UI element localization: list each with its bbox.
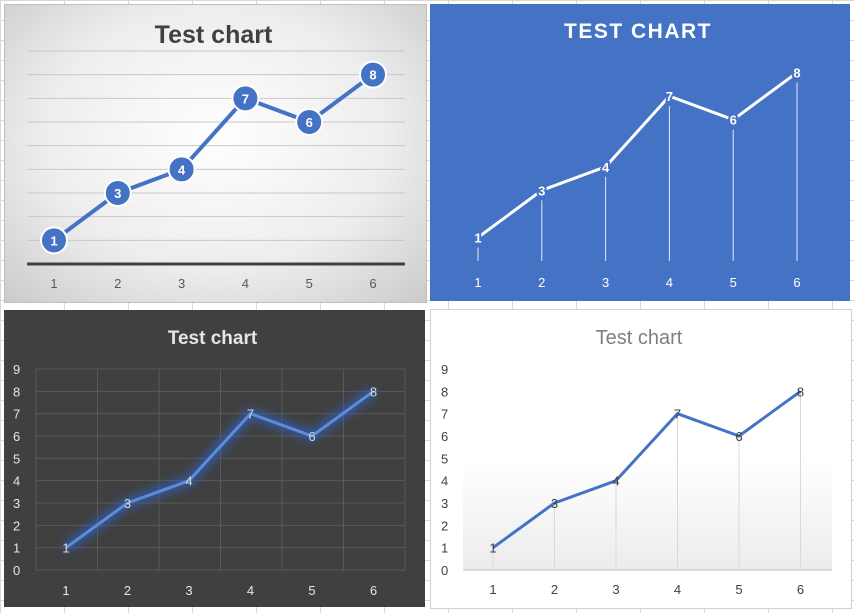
y-tick-label: 4 bbox=[441, 474, 448, 489]
data-label: 3 bbox=[114, 186, 121, 201]
x-tick-label: 5 bbox=[730, 275, 737, 290]
y-tick-label: 0 bbox=[13, 563, 20, 578]
data-label: 7 bbox=[674, 407, 681, 422]
data-label: 3 bbox=[538, 183, 545, 198]
data-point-marker bbox=[295, 108, 324, 136]
y-tick-label: 1 bbox=[441, 541, 448, 556]
y-tick-label: 3 bbox=[441, 496, 448, 511]
data-point-marker bbox=[167, 155, 196, 184]
x-tick-label: 1 bbox=[50, 276, 57, 291]
x-tick-label: 4 bbox=[242, 276, 249, 291]
y-tick-label: 5 bbox=[441, 451, 448, 466]
data-point-marker bbox=[103, 179, 132, 207]
data-label: 4 bbox=[602, 160, 610, 175]
y-tick-label: 7 bbox=[441, 407, 448, 422]
x-tick-label: 5 bbox=[308, 583, 315, 598]
chart-title: TEST CHART bbox=[564, 20, 712, 43]
series-line-glow bbox=[63, 388, 376, 551]
data-label: 1 bbox=[474, 230, 481, 245]
y-tick-label: 6 bbox=[441, 429, 448, 444]
data-label: 1 bbox=[50, 233, 57, 248]
chart-gray-markers: 1 3 4 7 6 8 1 2 3 4 5 6 Test chart bbox=[4, 4, 427, 303]
data-label: 8 bbox=[797, 384, 804, 399]
data-point-marker bbox=[40, 226, 68, 255]
x-tick-label: 4 bbox=[674, 582, 681, 597]
series-line bbox=[492, 390, 802, 549]
data-label: 6 bbox=[735, 429, 742, 444]
x-tick-label: 5 bbox=[735, 582, 742, 597]
x-tick-label: 1 bbox=[62, 583, 69, 598]
data-label: 6 bbox=[730, 113, 737, 128]
chart-white-droplines: 1 3 4 7 6 8 1 2 3 4 5 6 0 1 2 3 4 5 6 7 8 9 Test chart bbox=[430, 309, 852, 609]
chart-2-svg: 1 3 4 7 6 8 1 2 3 4 5 6 TEST CHART bbox=[472, 20, 802, 290]
x-tick-label: 1 bbox=[474, 275, 481, 290]
series-line bbox=[477, 71, 798, 239]
chart-4-svg: 1 3 4 7 6 8 1 2 3 4 5 6 0 1 2 3 4 5 6 7 8 9 Test chart bbox=[441, 327, 832, 597]
y-tick-label: 9 bbox=[13, 362, 20, 377]
y-tick-label: 2 bbox=[441, 518, 448, 533]
x-tick-label: 2 bbox=[114, 276, 121, 291]
data-label: 3 bbox=[124, 496, 131, 511]
chart-1-svg: 1 3 4 7 6 8 1 2 3 4 5 6 Test chart bbox=[27, 21, 405, 291]
y-tick-label: 6 bbox=[13, 429, 20, 444]
data-label: 7 bbox=[242, 91, 249, 106]
x-tick-label: 2 bbox=[551, 582, 558, 597]
y-tick-label: 5 bbox=[13, 451, 20, 466]
x-tick-label: 4 bbox=[666, 275, 673, 290]
data-label: 4 bbox=[185, 474, 192, 489]
y-tick-label: 8 bbox=[441, 384, 448, 399]
chart-title: Test chart bbox=[155, 21, 273, 49]
x-tick-label: 3 bbox=[185, 583, 192, 598]
y-tick-label: 9 bbox=[441, 362, 448, 377]
data-point-marker bbox=[231, 84, 260, 113]
y-tick-label: 4 bbox=[13, 474, 20, 489]
x-tick-label: 6 bbox=[797, 582, 804, 597]
y-tick-label: 1 bbox=[13, 541, 20, 556]
data-label: 3 bbox=[551, 496, 558, 511]
x-tick-label: 6 bbox=[793, 275, 800, 290]
y-tick-label: 7 bbox=[13, 407, 20, 422]
data-label: 1 bbox=[62, 541, 69, 556]
series-line bbox=[52, 73, 375, 242]
data-label: 8 bbox=[793, 66, 800, 81]
data-label: 6 bbox=[306, 115, 313, 130]
data-point-marker bbox=[359, 60, 387, 89]
y-tick-label: 8 bbox=[13, 384, 20, 399]
data-label: 7 bbox=[666, 89, 673, 104]
data-label: 4 bbox=[178, 162, 186, 177]
x-tick-label: 3 bbox=[612, 582, 619, 597]
series-line bbox=[65, 390, 375, 549]
x-tick-label: 2 bbox=[124, 583, 131, 598]
chart-blue-background: 1 3 4 7 6 8 1 2 3 4 5 6 TEST CHART bbox=[430, 4, 850, 301]
data-label: 1 bbox=[489, 541, 496, 556]
x-tick-label: 2 bbox=[538, 275, 545, 290]
data-label: 6 bbox=[308, 429, 315, 444]
chart-dark-glow: 1 3 4 7 6 8 1 2 3 4 5 6 0 1 2 3 4 5 6 7 8 9 Test chart bbox=[4, 310, 425, 607]
plot-area-gradient bbox=[463, 458, 832, 570]
data-label: 7 bbox=[247, 407, 254, 422]
x-tick-label: 5 bbox=[306, 276, 313, 291]
y-tick-label: 3 bbox=[13, 496, 20, 511]
chart-title: Test chart bbox=[596, 327, 683, 349]
x-tick-label: 1 bbox=[489, 582, 496, 597]
data-label: 4 bbox=[612, 474, 619, 489]
y-tick-label: 2 bbox=[13, 518, 20, 533]
x-tick-label: 6 bbox=[369, 276, 376, 291]
x-tick-label: 6 bbox=[370, 583, 377, 598]
x-tick-label: 3 bbox=[602, 275, 609, 290]
x-tick-label: 4 bbox=[247, 583, 254, 598]
chart-3-svg: 1 3 4 7 6 8 1 2 3 4 5 6 0 1 2 3 4 5 6 7 8 9 Test chart bbox=[13, 328, 406, 598]
data-label: 8 bbox=[369, 68, 376, 83]
x-tick-label: 3 bbox=[178, 276, 185, 291]
y-tick-label: 0 bbox=[441, 563, 448, 578]
chart-title: Test chart bbox=[168, 328, 258, 349]
data-label: 8 bbox=[370, 384, 377, 399]
